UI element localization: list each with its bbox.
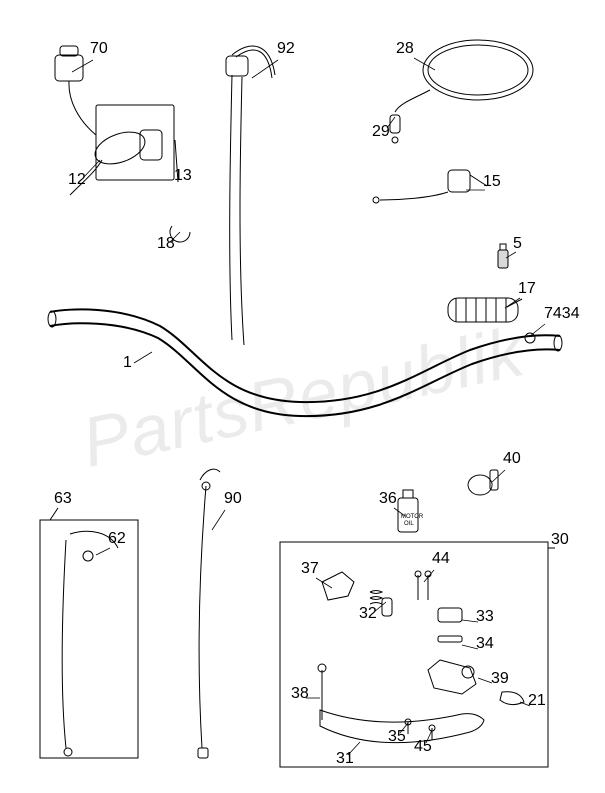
callout-17: 17 [518,280,536,298]
callout-7434: 7434 [544,305,580,323]
svg-text:MOTOR: MOTOR [401,514,424,520]
callout-63: 63 [54,490,72,508]
callout-44: 44 [432,550,450,568]
leader-39 [478,678,492,683]
callout-40: 40 [503,450,521,468]
callout-29: 29 [372,123,390,141]
leader-62 [96,548,110,555]
callout-5: 5 [513,235,522,253]
callout-90: 90 [224,490,242,508]
callout-62: 62 [108,530,126,548]
callout-70: 70 [90,40,108,58]
callout-15: 15 [483,173,501,191]
callout-32: 32 [359,605,377,623]
svg-text:OIL: OIL [404,521,414,527]
leader-36 [394,508,405,516]
callout-33: 33 [476,608,494,626]
callout-28: 28 [396,40,414,58]
callout-21: 21 [528,692,546,710]
callout-35: 35 [388,728,406,746]
callout-31: 31 [336,750,354,768]
callout-30: 30 [551,531,569,549]
leader-90 [212,510,225,530]
callout-38: 38 [291,685,309,703]
diagram-canvas: MOTOR OIL [0,0,605,793]
callout-39: 39 [491,670,509,688]
callout-34: 34 [476,635,494,653]
parts-sketch-svg: MOTOR OIL [0,0,605,793]
callout-12: 12 [68,171,86,189]
callout-18: 18 [157,235,175,253]
leader-7434 [530,324,545,336]
leader-1 [134,352,152,363]
callout-92: 92 [277,40,295,58]
callout-37: 37 [301,560,319,578]
callout-36: 36 [379,490,397,508]
callout-45: 45 [414,738,432,756]
callout-13: 13 [174,167,192,185]
callout-1: 1 [123,354,132,372]
